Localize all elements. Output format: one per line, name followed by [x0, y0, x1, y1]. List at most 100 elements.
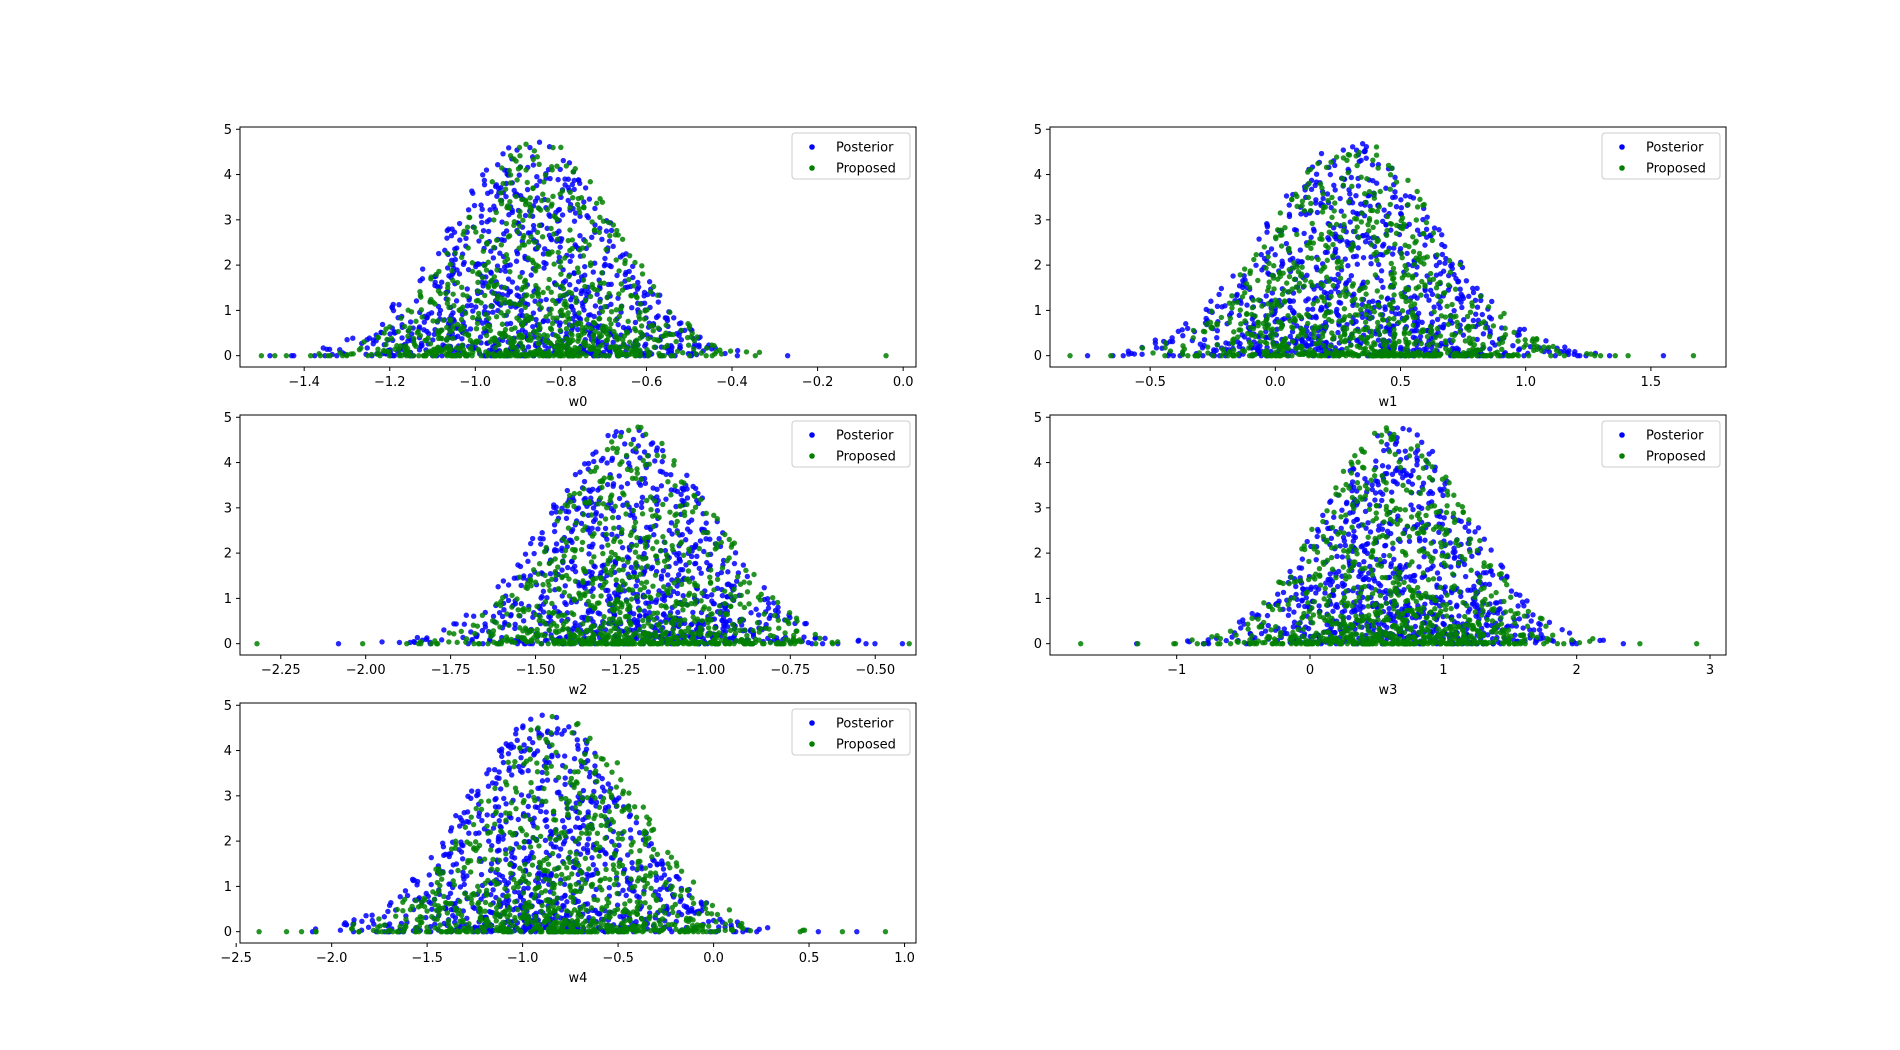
point-proposed: [1384, 213, 1391, 220]
point-posterior: [572, 471, 579, 478]
point-proposed: [1406, 330, 1412, 337]
point-posterior: [1328, 289, 1334, 295]
point-posterior: [642, 480, 649, 487]
point-proposed: [383, 341, 389, 348]
point-proposed: [596, 229, 603, 236]
point-proposed: [517, 340, 524, 346]
point-proposed: [1417, 259, 1424, 265]
point-posterior: [1420, 216, 1426, 223]
point-proposed: [436, 268, 442, 275]
point-proposed: [544, 339, 550, 345]
point-proposed: [469, 268, 476, 275]
point-posterior: [565, 184, 571, 191]
point-proposed: [668, 352, 674, 359]
point-posterior: [668, 471, 674, 478]
point-posterior: [425, 311, 432, 318]
point-proposed: [1354, 162, 1360, 169]
point-posterior: [1331, 182, 1337, 188]
point-proposed: [1190, 327, 1197, 334]
point-posterior: [555, 176, 561, 183]
point-posterior: [459, 336, 465, 342]
point-proposed: [1265, 254, 1271, 260]
point-proposed: [1425, 342, 1432, 348]
point-proposed: [566, 273, 572, 280]
point-proposed: [557, 258, 564, 265]
point-proposed: [1510, 352, 1516, 359]
point-proposed: [408, 309, 415, 315]
point-proposed: [1447, 269, 1454, 275]
point-proposed: [479, 274, 486, 281]
point-proposed: [463, 639, 469, 645]
point-posterior: [432, 279, 438, 285]
point-proposed: [637, 587, 643, 593]
point-proposed: [1349, 183, 1355, 190]
point-proposed: [493, 209, 499, 216]
point-proposed: [1318, 231, 1325, 238]
point-proposed: [1237, 327, 1244, 333]
point-posterior: [1439, 232, 1445, 238]
point-proposed: [498, 242, 505, 248]
point-proposed: [674, 348, 681, 354]
point-proposed: [1366, 228, 1372, 234]
point-posterior: [1543, 338, 1549, 344]
point-proposed: [454, 279, 461, 286]
point-proposed: [1359, 210, 1365, 216]
point-proposed: [467, 337, 474, 344]
point-proposed: [1235, 334, 1241, 340]
point-proposed: [1444, 303, 1450, 309]
point-proposed: [547, 311, 553, 317]
point-posterior: [491, 203, 497, 209]
point-proposed: [638, 323, 645, 329]
point-proposed: [553, 282, 560, 288]
point-proposed: [1229, 293, 1235, 299]
point-posterior: [1230, 273, 1236, 279]
point-posterior: [451, 229, 458, 235]
point-proposed: [1502, 331, 1509, 338]
y-tick-label: 1: [1034, 304, 1042, 319]
point-posterior: [1354, 210, 1360, 217]
point-proposed: [756, 349, 763, 356]
point-proposed: [504, 611, 510, 617]
point-posterior: [379, 639, 385, 645]
point-proposed: [1328, 159, 1334, 165]
point-posterior: [615, 321, 621, 328]
point-posterior: [519, 312, 526, 319]
point-proposed: [471, 640, 477, 647]
point-posterior: [436, 311, 443, 317]
point-posterior: [1459, 304, 1465, 311]
point-proposed: [1421, 201, 1427, 208]
point-posterior: [461, 259, 467, 266]
point-proposed: [574, 535, 580, 542]
point-proposed: [583, 324, 589, 330]
point-proposed: [1398, 250, 1404, 256]
point-proposed: [643, 579, 650, 585]
point-proposed: [1315, 256, 1321, 263]
point-proposed: [628, 596, 635, 602]
point-posterior: [1327, 171, 1334, 178]
x-tick-label: −0.4: [716, 375, 748, 390]
point-posterior: [610, 339, 616, 346]
point-proposed: [677, 541, 683, 547]
point-proposed: [1385, 162, 1392, 169]
point-proposed: [602, 304, 608, 310]
point-posterior: [1510, 343, 1516, 349]
point-posterior: [668, 487, 674, 493]
point-posterior: [571, 270, 577, 276]
point-proposed: [582, 283, 588, 290]
point-posterior: [703, 520, 709, 526]
point-proposed: [1264, 352, 1270, 359]
point-posterior: [520, 618, 527, 624]
point-proposed: [638, 476, 644, 483]
point-posterior: [478, 202, 484, 208]
point-proposed: [534, 229, 541, 236]
point-posterior: [784, 352, 791, 359]
point-posterior: [822, 635, 828, 642]
point-proposed: [1413, 217, 1420, 223]
point-posterior: [1353, 193, 1359, 199]
point-proposed: [752, 352, 759, 359]
point-proposed: [439, 335, 445, 342]
point-proposed: [608, 308, 615, 315]
point-posterior: [1283, 193, 1290, 199]
point-proposed: [1315, 160, 1321, 167]
point-proposed: [724, 557, 730, 564]
